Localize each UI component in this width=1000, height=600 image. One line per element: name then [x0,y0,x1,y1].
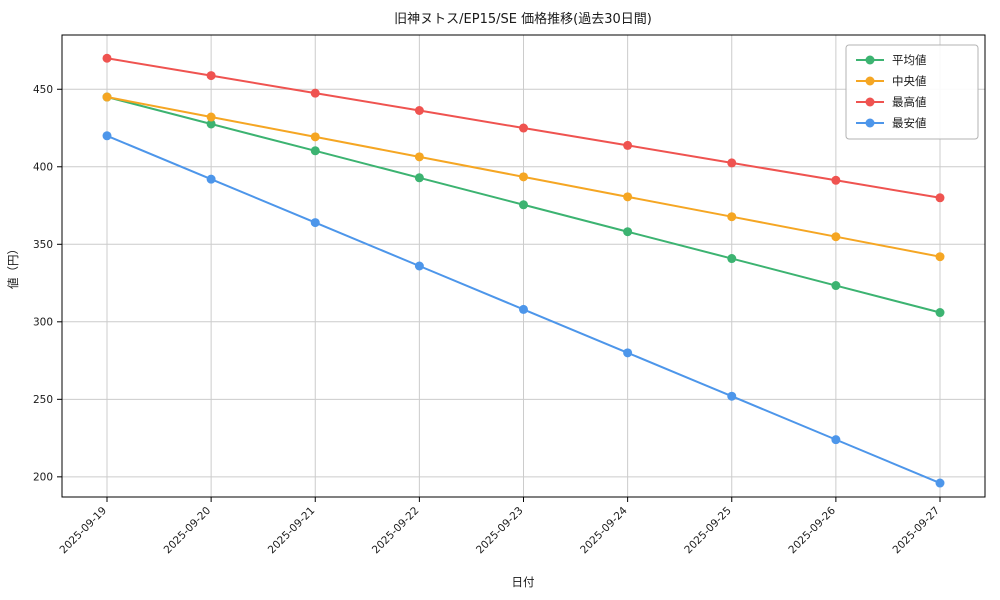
data-point-average [623,227,633,237]
data-point-min [831,435,841,445]
data-point-max [727,158,737,168]
data-point-median [831,232,841,242]
legend-label-max: 最高値 [892,95,927,109]
data-point-min [935,478,945,488]
y-tick-label: 300 [33,316,53,328]
y-tick-label: 250 [33,394,53,406]
data-point-max [102,53,112,63]
x-tick-label: 2025-09-24 [578,504,630,556]
legend-label-median: 中央値 [892,74,927,88]
legend-marker-median [865,76,875,86]
data-point-average [727,254,737,264]
data-point-max [935,193,945,203]
legend-marker-min [865,118,875,128]
y-tick-label: 400 [33,161,53,173]
data-point-min [206,174,216,184]
data-point-min [727,391,737,401]
y-tick-label: 350 [33,239,53,251]
legend-box [845,44,979,140]
y-tick-label: 200 [33,471,53,483]
data-point-max [519,123,528,133]
data-point-average [206,119,216,129]
data-point-max [206,71,216,81]
data-point-max [414,106,424,116]
data-point-median [206,112,216,122]
legend-label-average: 平均値 [892,53,927,67]
data-point-median [310,132,320,142]
chart-title: 旧神ヌトス/EP15/SE 価格推移(過去30日間) [394,11,652,27]
data-point-min [310,218,320,228]
data-point-median [935,252,945,262]
data-point-median [727,212,737,222]
x-tick-label: 2025-09-22 [370,505,422,557]
data-point-min [102,131,112,141]
x-tick-label: 2025-09-26 [786,504,838,556]
data-point-average [831,281,841,291]
data-point-average [414,173,424,183]
x-tick-label: 2025-09-25 [682,505,734,557]
data-point-median [414,152,424,162]
x-tick-label: 2025-09-19 [57,505,109,557]
x-tick-label: 2025-09-27 [890,505,942,557]
legend-label-min: 最安値 [892,116,927,130]
data-point-average [935,308,945,318]
plot-area: 200 250 300 350 400 450 2025-09-19 2025-09-20 20… [33,34,986,557]
data-point-max [623,140,633,150]
data-point-median [623,192,633,202]
data-point-max [310,88,320,98]
data-point-average [310,146,320,156]
data-point-median [102,92,112,102]
x-axis-label: 日付 [512,575,535,589]
data-point-min [414,261,424,271]
x-tick-label: 2025-09-21 [266,505,318,557]
data-point-average [519,200,528,210]
legend-marker-average [865,55,875,65]
legend-marker-max [865,97,875,107]
y-tick-label: 450 [33,84,53,96]
data-point-max [831,175,841,185]
data-point-min [623,348,633,358]
data-point-median [519,172,528,182]
y-axis-label: 値（円） [6,243,20,289]
data-point-min [519,304,528,314]
x-tick-label: 2025-09-23 [474,505,526,557]
x-tick-label: 2025-09-20 [162,505,214,557]
